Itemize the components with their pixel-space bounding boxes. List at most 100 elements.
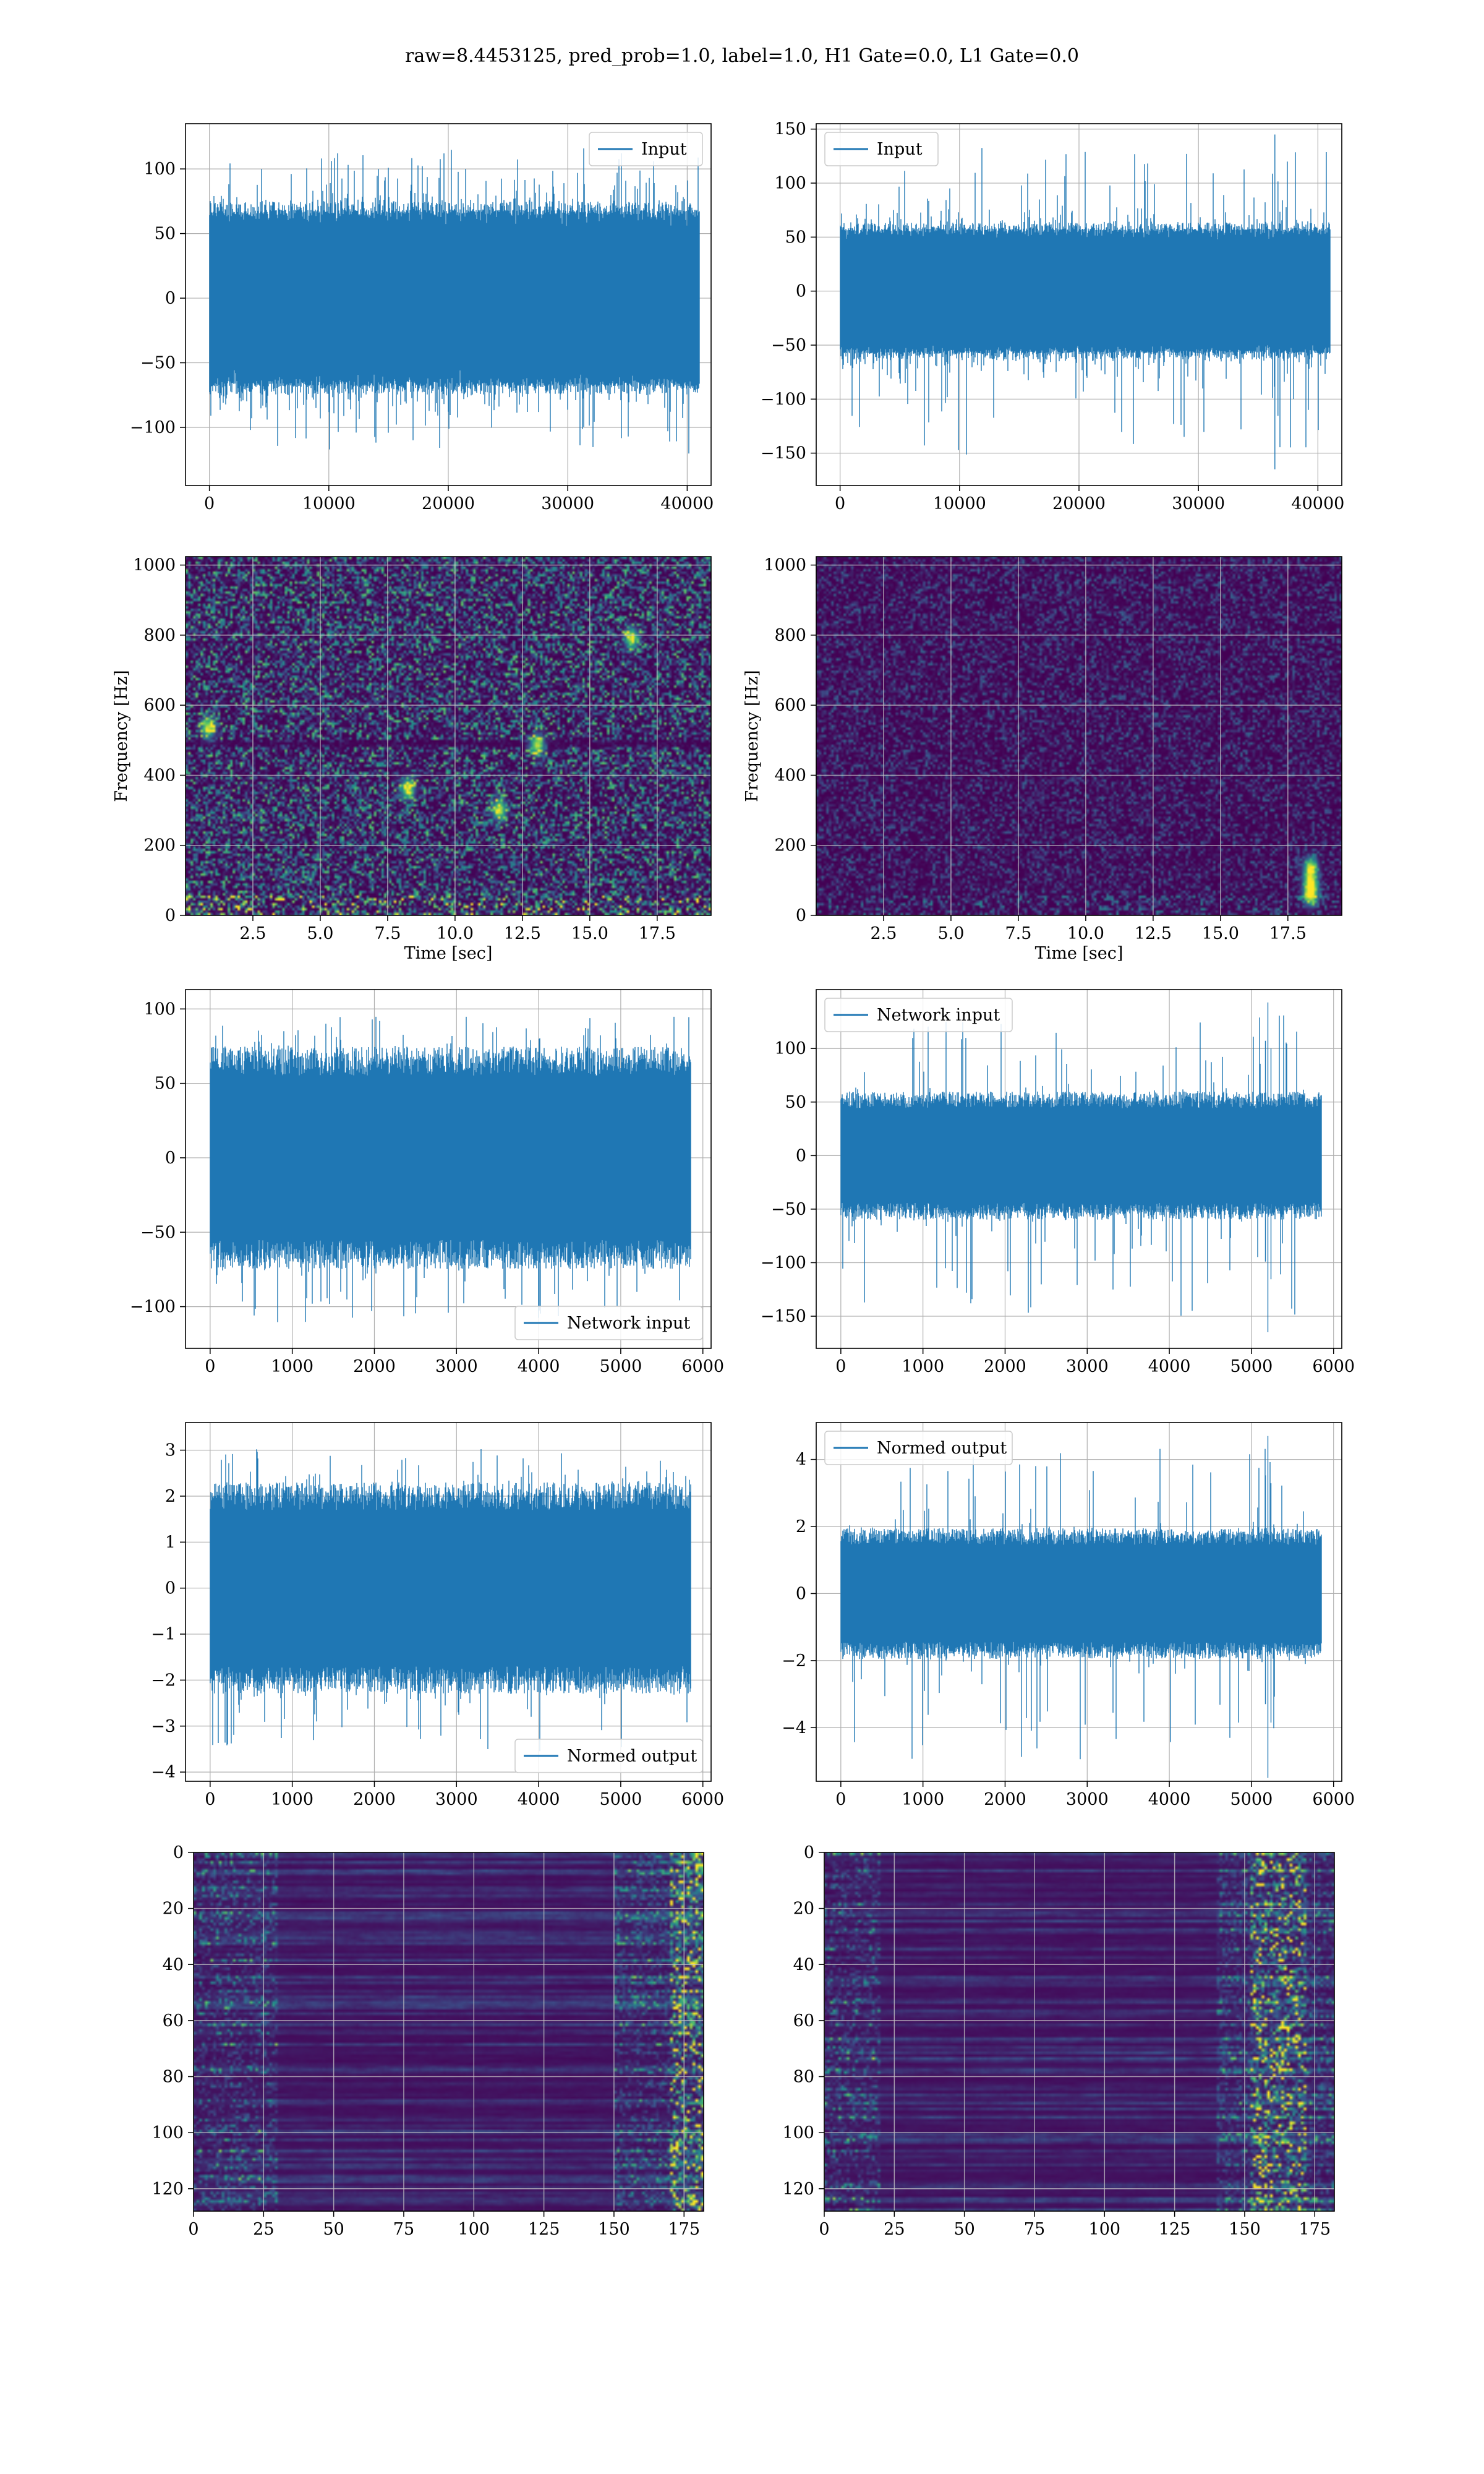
x-tick-label: 12.5 — [504, 924, 541, 943]
y-tick-label: −1 — [151, 1625, 176, 1644]
y-tick-label: 100 — [151, 2123, 184, 2142]
y-tick-label: −2 — [782, 1651, 806, 1671]
y-tick-label: 0 — [165, 1579, 176, 1598]
y-tick-label: 4 — [796, 1450, 806, 1470]
x-tick-label: 40000 — [660, 494, 714, 513]
x-tick-label: 6000 — [1312, 1357, 1355, 1376]
legend: Input — [589, 132, 703, 166]
x-tick-label: 2000 — [984, 1790, 1026, 1809]
x-tick-label: 4000 — [518, 1357, 560, 1376]
y-tick-label: 100 — [782, 2123, 814, 2142]
subplot-normed-output-h1: 0 1000 2000 3000 4000 5000 6000 −4 −3 −2 −1 0 1 2 3 Nor… — [151, 1422, 724, 1809]
x-tick-label: 12.5 — [1135, 924, 1172, 943]
legend: Network input — [514, 1306, 703, 1340]
x-tick-label: 3000 — [1066, 1357, 1109, 1376]
y-tick-label: 120 — [151, 2180, 184, 2199]
legend-label: Network input — [567, 1314, 690, 1333]
x-tick-label: 75 — [1024, 2220, 1045, 2239]
y-tick-label: 1000 — [764, 556, 806, 575]
y-axis-label: Frequency [Hz] — [743, 670, 762, 802]
x-tick-label: 4000 — [1148, 1357, 1191, 1376]
x-tick-label: 30000 — [1172, 494, 1225, 513]
y-tick-label: 200 — [143, 836, 176, 855]
legend: Network input — [824, 998, 1013, 1032]
x-tick-label: 2.5 — [239, 924, 266, 943]
y-tick-label: 20 — [793, 1899, 814, 1919]
legend-label: Network input — [877, 1006, 1000, 1025]
x-tick-label: 3000 — [435, 1790, 478, 1809]
y-tick-label: 0 — [165, 1149, 176, 1168]
y-tick-label: 0 — [796, 1146, 806, 1165]
x-tick-label: 100 — [458, 2220, 490, 2239]
series-line — [209, 148, 700, 454]
y-tick-label: −150 — [761, 1307, 806, 1326]
axes-frame — [193, 1852, 704, 2212]
y-tick-label: 0 — [796, 906, 806, 925]
x-tick-label: 0 — [835, 494, 845, 513]
y-tick-label: 1 — [165, 1533, 176, 1552]
x-tick-label: 10000 — [302, 494, 356, 513]
subplot-grid: 0 10000 20000 30000 40000−100−50050100Input0… — [112, 120, 1355, 2239]
legend-box — [824, 132, 939, 166]
x-tick-label: 175 — [1298, 2220, 1331, 2239]
y-tick-label: 0 — [796, 282, 806, 301]
y-tick-label: 0 — [796, 1584, 806, 1603]
x-tick-label: 20000 — [422, 494, 475, 513]
x-tick-label: 5000 — [600, 1357, 642, 1376]
y-tick-label: 100 — [774, 174, 806, 193]
legend-box — [514, 1306, 703, 1340]
feature-map-image — [194, 1852, 704, 2211]
y-tick-label: 50 — [785, 228, 806, 247]
legend-label: Input — [641, 140, 687, 159]
series-line — [840, 134, 1331, 469]
x-tick-label: 1000 — [902, 1790, 944, 1809]
axes-frame — [816, 1422, 1342, 1782]
subplot-network-input-l1: 0 1000 2000 3000 4000 5000 6000 −150 −100 −50 0 50 1… — [761, 989, 1355, 1376]
x-tick-label: 30000 — [541, 494, 594, 513]
axes-frame — [824, 1852, 1335, 2212]
x-tick-label: 175 — [668, 2220, 700, 2239]
y-tick-label: 1000 — [133, 556, 176, 575]
y-tick-label: −2 — [151, 1671, 176, 1690]
x-tick-label: 0 — [188, 2220, 198, 2239]
y-tick-label: −4 — [151, 1763, 176, 1782]
x-tick-label: 6000 — [681, 1357, 724, 1376]
x-tick-label: 0 — [204, 494, 215, 513]
x-tick-label: 10000 — [933, 494, 986, 513]
y-tick-label: 600 — [143, 696, 176, 715]
feature-map-image — [824, 1852, 1334, 2211]
y-tick-label: 40 — [793, 1955, 814, 1974]
y-tick-label: 600 — [774, 696, 806, 715]
x-tick-label: 5.0 — [307, 924, 333, 943]
y-tick-label: −50 — [140, 1223, 176, 1242]
x-axis-label: Time [sec] — [1035, 944, 1124, 963]
x-tick-label: 0 — [205, 1790, 215, 1809]
axes-frame — [185, 989, 712, 1349]
legend-box — [514, 1739, 703, 1773]
x-axis-label: Time [sec] — [404, 944, 493, 963]
x-tick-label: 15.0 — [1202, 924, 1239, 943]
y-tick-label: 20 — [163, 1899, 184, 1919]
subplot-network-input-h1: 0 1000 2000 3000 4000 5000 6000 −100 −50 0 50 100 Ne… — [130, 989, 724, 1376]
y-tick-label: 0 — [804, 1843, 814, 1862]
x-tick-label: 5000 — [1230, 1790, 1273, 1809]
legend: Normed output — [514, 1739, 703, 1773]
x-tick-label: 5.0 — [937, 924, 964, 943]
y-tick-label: 50 — [155, 225, 176, 244]
x-tick-label: 1000 — [902, 1357, 944, 1376]
x-tick-label: 2000 — [353, 1357, 396, 1376]
y-tick-label: 100 — [143, 999, 176, 1019]
y-tick-label: 50 — [785, 1093, 806, 1112]
y-tick-label: 800 — [774, 626, 806, 645]
x-tick-label: 150 — [1229, 2220, 1261, 2239]
x-tick-label: 5000 — [600, 1790, 642, 1809]
y-tick-label: −3 — [151, 1717, 176, 1736]
y-tick-label: 60 — [163, 2011, 184, 2031]
legend-label: Input — [877, 140, 923, 159]
axes-frame — [185, 123, 712, 486]
y-tick-label: −4 — [782, 1718, 806, 1737]
subplot-input-l1: 0 10000 20000 30000 40000 −150 −100 −50 0 50 100 15… — [761, 120, 1344, 513]
legend-box — [589, 132, 703, 166]
x-tick-label: 7.5 — [374, 924, 401, 943]
